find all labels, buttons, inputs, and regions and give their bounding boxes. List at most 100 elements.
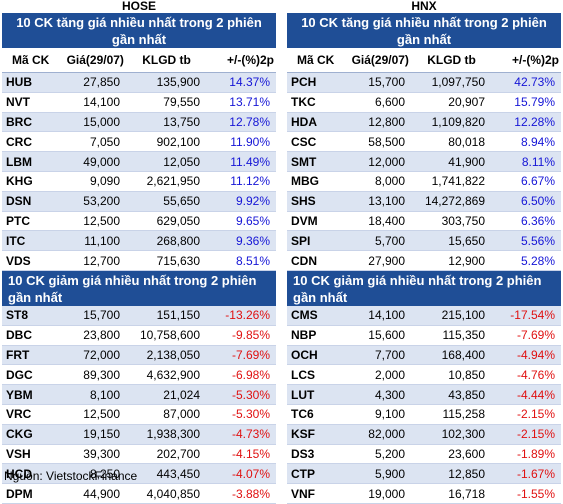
price-cell: 12,500 [83,213,120,228]
change-cell: -17.54% [510,308,555,323]
price-cell: 72,000 [83,347,120,362]
volume-cell: 202,700 [156,446,200,461]
change-cell: -4.07% [231,466,270,481]
volume-cell: 15,650 [448,233,485,248]
change-cell: -5.30% [231,407,270,422]
col-change: +/-(%)2p [511,53,559,67]
symbol-cell: PCH [291,75,317,90]
change-cell: -4.94% [516,347,555,362]
symbol-cell: MBG [291,174,319,189]
table-row: PTC 12,500 629,050 9.65% [2,211,276,232]
col-volume: KLGD tb [142,53,191,67]
source-note: Nguồn: VietstockFinance [4,469,138,483]
symbol-cell: DVM [291,213,318,228]
table-row: LUT 4,300 43,850 -4.44% [287,385,561,405]
table-row: MBG 8,000 1,741,822 6.67% [287,171,561,192]
column-header: Mã CK Giá(29/07) KLGD tb +/-(%)2p [2,48,276,73]
volume-cell: 12,050 [163,154,200,169]
table-row: TC6 9,100 115,258 -2.15% [287,404,561,425]
price-cell: 14,100 [83,95,120,110]
change-cell: 9.36% [235,233,270,248]
table-row: VDS 12,700 715,630 8.51% [2,251,276,271]
change-cell: 5.28% [520,253,555,268]
table-row: LBM 49,000 12,050 11.49% [2,152,276,172]
table-row: CMS 14,100 215,100 -17.54% [287,305,561,326]
symbol-cell: ITC [6,233,26,248]
volume-cell: 1,109,820 [431,114,485,129]
symbol-cell: VDS [6,253,31,268]
top-gainers-title: 10 CK tăng giá nhiều nhất trong 2 phiên … [287,13,561,48]
table-row: NBP 15,600 115,350 -7.69% [287,325,561,346]
column-header: Mã CK Giá(29/07) KLGD tb +/-(%)2p [287,48,561,73]
change-cell: 8.94% [520,134,555,149]
table-row: HDA 12,800 1,109,820 12.28% [287,112,561,133]
price-cell: 9,100 [374,407,405,422]
price-cell: 8,000 [374,174,405,189]
volume-cell: 629,050 [156,213,200,228]
price-cell: 7,700 [374,347,405,362]
change-cell: 6.50% [520,194,555,209]
price-cell: 8,100 [89,387,120,402]
symbol-cell: CMS [291,308,318,323]
price-cell: 27,850 [83,75,120,90]
price-cell: 12,700 [83,253,120,268]
change-cell: -6.98% [231,367,270,382]
table-row: HCD 8,250 443,450 -4.07% [2,464,276,485]
price-cell: 23,800 [83,328,120,343]
table-row: HUB 27,850 135,900 14.37% [2,73,276,93]
price-cell: 13,100 [368,194,405,209]
symbol-cell: DBC [6,328,32,343]
volume-cell: 1,097,750 [431,75,485,90]
col-symbol: Mã CK [297,53,335,67]
price-cell: 5,200 [374,446,405,461]
table-row: OCH 7,700 168,400 -4.94% [287,345,561,366]
table-row: DPM 44,900 4,040,850 -3.88% [2,484,276,504]
price-cell: 82,000 [368,427,405,442]
symbol-cell: HDA [291,114,317,129]
hose-panel: HOSE 10 CK tăng giá nhiều nhất trong 2 p… [2,0,276,504]
gainers-table: HUB 27,850 135,900 14.37% NVT 14,100 79,550 13.… [2,73,276,271]
price-cell: 12,000 [368,154,405,169]
symbol-cell: CSC [291,134,317,149]
change-cell: 12.28% [514,114,555,129]
table-row: ITC 11,100 268,800 9.36% [2,231,276,252]
change-cell: -4.73% [231,427,270,442]
volume-cell: 14,272,869 [424,194,485,209]
volume-cell: 12,850 [448,466,485,481]
volume-cell: 10,850 [448,367,485,382]
losers-table: CMS 14,100 215,100 -17.54% NBP 15,600 115,350 -… [287,305,561,504]
volume-cell: 1,741,822 [431,174,485,189]
table-row: PCH 15,700 1,097,750 42.73% [287,73,561,93]
symbol-cell: VSH [6,446,31,461]
table-row: ST8 15,700 151,150 -13.26% [2,305,276,326]
table-row: DS3 5,200 23,600 -1.89% [287,444,561,465]
top-losers-title: 10 CK giảm giá nhiều nhất trong 2 phiên … [2,270,276,306]
change-cell: 6.67% [520,174,555,189]
symbol-cell: TKC [291,95,316,110]
table-row: SMT 12,000 41,900 8.11% [287,152,561,172]
symbol-cell: KHG [6,174,33,189]
change-cell: 42.73% [514,75,555,90]
col-price: Giá(29/07) [351,53,409,67]
change-cell: 8.11% [521,154,555,169]
price-cell: 15,000 [83,114,120,129]
price-cell: 27,900 [368,253,405,268]
price-cell: 4,300 [374,387,405,402]
exchange-title: HOSE [121,0,156,13]
price-cell: 53,200 [83,194,120,209]
change-cell: 9.92% [235,194,270,209]
volume-cell: 268,800 [156,233,200,248]
top-losers-title: 10 CK giảm giá nhiều nhất trong 2 phiên … [287,270,561,306]
price-cell: 9,090 [89,174,120,189]
volume-cell: 151,150 [156,308,200,323]
col-symbol: Mã CK [12,53,50,67]
symbol-cell: CTP [291,466,315,481]
symbol-cell: DGC [6,367,33,382]
symbol-cell: NBP [291,328,317,343]
price-cell: 39,300 [83,446,120,461]
change-cell: -7.69% [516,328,555,343]
symbol-cell: FRT [6,347,30,362]
symbol-cell: LCS [291,367,315,382]
volume-cell: 23,600 [448,446,485,461]
volume-cell: 4,632,900 [146,367,200,382]
